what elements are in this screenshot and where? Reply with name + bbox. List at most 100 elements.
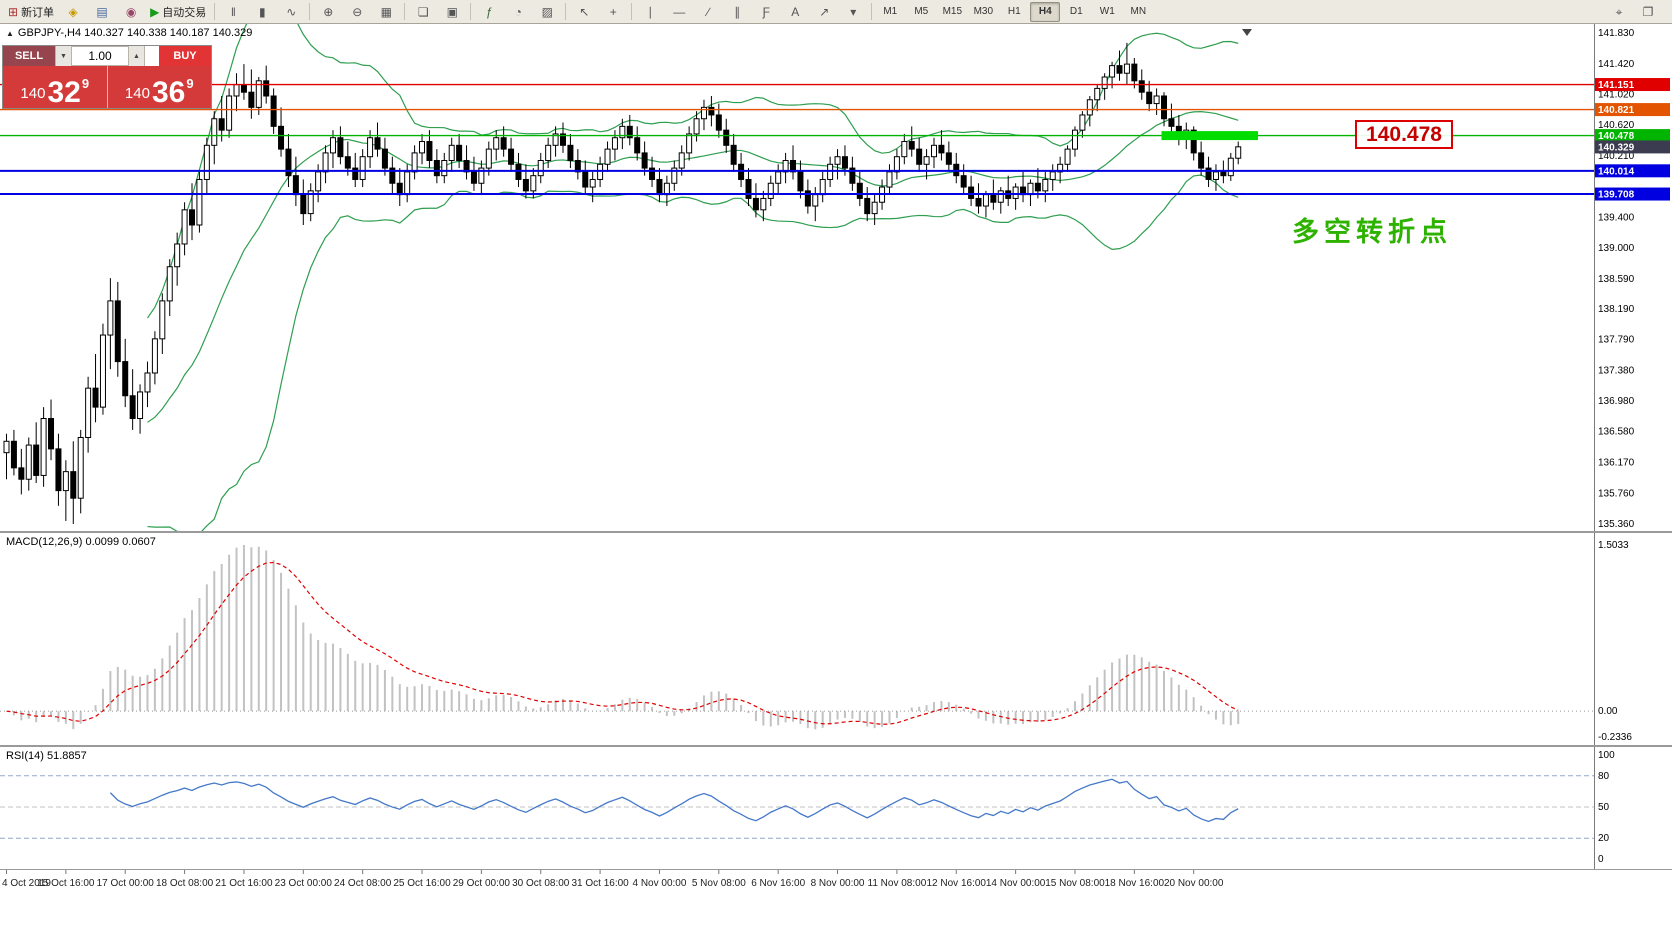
sell-button[interactable]: SELL [3,46,55,66]
line-chart-type-button[interactable]: ∿ [277,1,305,23]
svg-text:135.360: 135.360 [1598,519,1635,530]
svg-text:-0.2336: -0.2336 [1598,732,1632,743]
buy-price-pipette: 9 [186,76,194,91]
svg-text:6 Nov 16:00: 6 Nov 16:00 [751,878,805,889]
panel-collapse-icon[interactable]: ▲ [6,28,14,38]
svg-text:139.000: 139.000 [1598,243,1635,254]
svg-text:50: 50 [1598,802,1610,813]
svg-text:12 Nov 16:00: 12 Nov 16:00 [927,878,987,889]
horizontal-line-button[interactable]: — [665,1,693,23]
volume-increase-button[interactable]: ▲ [128,46,145,66]
candlestick-type-button[interactable]: ▮ [248,1,276,23]
timeframe-w1[interactable]: W1 [1099,6,1115,17]
svg-text:139.400: 139.400 [1598,212,1635,223]
horizontal-line-icon: — [673,4,686,19]
trendline-button[interactable]: ∕ [694,1,722,23]
macd-title: MACD(12,26,9) 0.0099 0.0607 [6,536,156,548]
charts-grid-button[interactable]: ▤ [88,1,116,23]
svg-text:140.821: 140.821 [1598,105,1635,116]
metaeditor-button[interactable]: ◈ [59,1,87,23]
shapes-dropdown-button[interactable]: ▾ [839,1,867,23]
arrange-windows-button[interactable]: ❏ [409,1,437,23]
symbol-info: ▲ GBPJPY-,H4 140.327 140.338 140.187 140… [6,27,252,39]
svg-text:15 Nov 08:00: 15 Nov 08:00 [1045,878,1105,889]
new-order-button[interactable]: ⊞ 新订单 [4,1,58,23]
new-order-button-label: 新订单 [21,6,55,19]
svg-text:138.590: 138.590 [1598,274,1635,285]
svg-text:0: 0 [1598,854,1604,865]
metaeditor-icon: ◈ [68,4,78,19]
candlestick-type-icon: ▮ [258,4,266,19]
svg-text:14 Nov 00:00: 14 Nov 00:00 [986,878,1046,889]
community-button[interactable]: ◉ [117,1,145,23]
sell-price-display[interactable]: 140 32 9 [3,66,107,108]
bar-chart-type-button[interactable]: ‖ [219,1,247,23]
community-icon: ◉ [125,4,137,19]
svg-text:136.580: 136.580 [1598,426,1635,437]
autotrading-button[interactable]: ▶ 自动交易 [146,1,210,23]
timeframe-h1[interactable]: H1 [1007,6,1021,17]
timeframe-d1[interactable]: D1 [1069,6,1083,17]
svg-text:8 Nov 00:00: 8 Nov 00:00 [811,878,865,889]
svg-text:11 Nov 08:00: 11 Nov 08:00 [868,878,927,889]
svg-text:141.151: 141.151 [1598,80,1635,91]
autotrading-button-label: 自动交易 [162,6,207,19]
rsi-chart[interactable]: 100 80 50 20 0 [0,747,1672,869]
timeframe-m5[interactable]: M5 [914,6,929,17]
price-callout-box[interactable]: 140.478 [1355,120,1453,149]
zoom-in-button[interactable]: ⊕ [314,1,342,23]
sell-price-big: 140 [20,85,46,102]
zoom-out-button[interactable]: ⊖ [343,1,371,23]
time-axis[interactable]: 4 Oct 2019 15 Oct 16:00 17 Oct 00:00 18 Oct… [0,870,1672,949]
buy-price-big: 140 [124,85,150,102]
turning-point-annotation[interactable]: 多空转折点 [1292,217,1452,247]
fibonacci-button[interactable]: Ƒ [752,1,780,23]
buy-button[interactable]: BUY [159,46,211,66]
templates-button[interactable]: ▨ [533,1,561,23]
candlestick-chart[interactable]: 141.830 141.420 141.020 140.620 140.210 139.4… [0,24,1672,531]
charts-grid-icon: ▤ [96,4,108,19]
svg-text:140.478: 140.478 [1598,131,1635,142]
timeframe-m30[interactable]: M30 [973,6,994,17]
buy-price-display[interactable]: 140 36 9 [106,66,211,109]
volume-decrease-button[interactable]: ▼ [55,46,72,66]
channel-button[interactable]: ∥ [723,1,751,23]
macd-panel[interactable]: 1.5033 0.00 -0.2336 MACD(12,26,9) 0.0099 0… [0,533,1672,747]
timeframe-h4[interactable]: H4 [1030,1,1061,22]
periods-button[interactable]: ◔ [504,1,532,23]
svg-text:23 Oct 00:00: 23 Oct 00:00 [275,878,333,889]
svg-text:139.708: 139.708 [1598,190,1635,201]
tile-windows-icon: ▦ [380,4,392,19]
arrow-tool-button[interactable]: ↗ [810,1,838,23]
price-chart-panel[interactable]: 141.830 141.420 141.020 140.620 140.210 139.4… [0,24,1672,533]
zoom-out-icon: ⊖ [352,4,363,19]
volume-input[interactable] [72,46,128,66]
new-window-button[interactable]: ❐ [1634,1,1662,23]
svg-text:136.980: 136.980 [1598,396,1635,407]
text-label-icon: A [791,4,800,19]
svg-text:140.014: 140.014 [1598,166,1635,177]
rsi-panel[interactable]: 100 80 50 20 0 RSI(14) 51.8857 [0,747,1672,870]
cascade-windows-button[interactable]: ▣ [438,1,466,23]
macd-chart[interactable]: 1.5033 0.00 -0.2336 [0,533,1672,745]
tile-windows-button[interactable]: ▦ [372,1,400,23]
zoom-in-icon: ⊕ [323,4,334,19]
arrow-tool-icon: ↗ [819,4,830,19]
svg-text:20 Nov 00:00: 20 Nov 00:00 [1164,878,1224,889]
svg-text:140.620: 140.620 [1598,120,1635,131]
vertical-line-button[interactable]: ∣ [636,1,664,23]
symbol-search-button[interactable]: ⌖ [1605,1,1633,23]
toolbar-separator [214,3,216,20]
buy-price-pips: 36 [151,75,186,109]
new-window-icon: ❐ [1642,4,1654,19]
text-label-button[interactable]: A [781,1,809,23]
timeframe-m1[interactable]: M1 [883,6,898,17]
toolbar-separator [631,3,633,20]
indicators-button[interactable]: ƒ [475,1,503,23]
crosshair-button[interactable]: + [599,1,627,23]
cursor-button[interactable]: ↖ [570,1,598,23]
toolbar-separator [404,3,406,20]
timeframe-mn[interactable]: MN [1130,6,1147,17]
timeframe-m15[interactable]: M15 [942,6,963,17]
